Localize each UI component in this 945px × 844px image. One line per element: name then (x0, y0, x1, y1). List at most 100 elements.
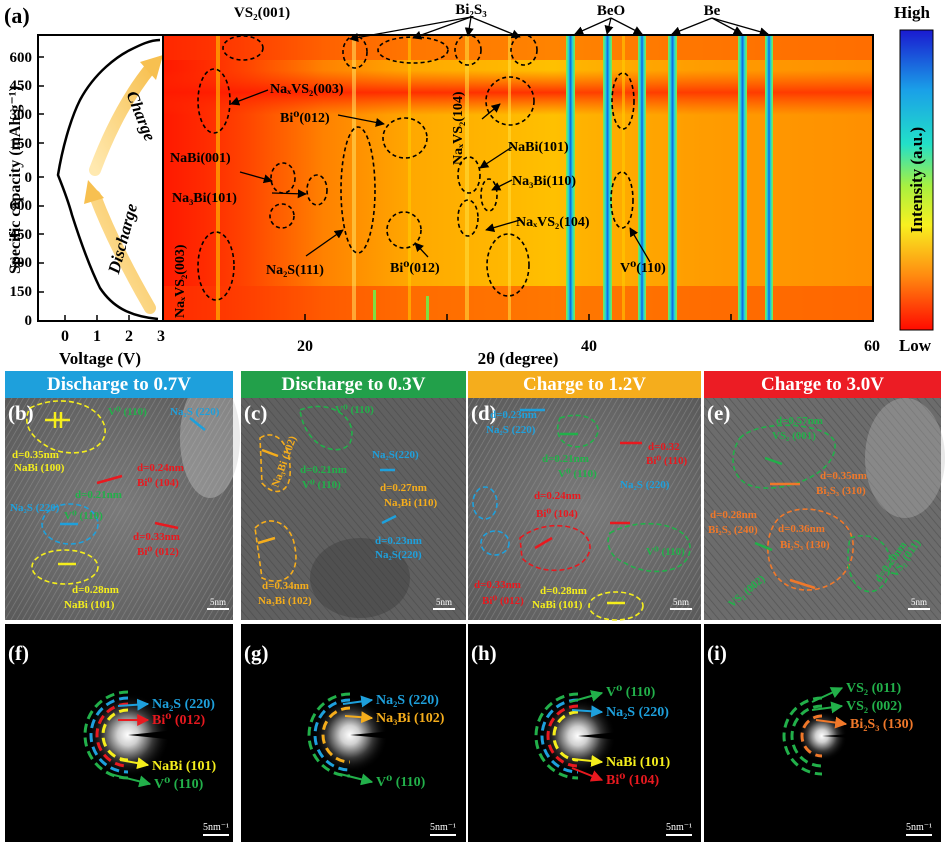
lattice-markers (45, 408, 816, 605)
tem-e-text: d=0.35nm (820, 470, 867, 482)
voltage-tick: 1 (93, 328, 101, 345)
saed-i-ring-label: Bi₂S₃ (130) (850, 717, 914, 732)
xrd-heatmap (163, 16, 873, 321)
y-tick: 450 (10, 227, 33, 243)
tem-b-outlines (26, 400, 106, 585)
banner-discharge-0-3v: Discharge to 0.3V (241, 371, 466, 398)
tem-b-text: Bi⁰ (012) (137, 546, 179, 558)
heatmap-annotations: NaₓVS₂(003) Bi⁰(012) NaₓVS₂(104) NaBi(00… (170, 82, 666, 318)
tem-e-outlines (732, 424, 891, 593)
saed-label-i: (i) (707, 641, 727, 665)
tem-label-d: (d) (471, 401, 497, 425)
tem-panels: (b) (c) (d) (e) d=0.35nm NaBi (100) Na₂S… (5, 398, 945, 621)
scale-c: 5nm (436, 597, 452, 607)
tem-e-text: d=0.28nm (710, 509, 757, 521)
saed-scale-bars: 5nm⁻¹ 5nm⁻¹ 5nm⁻¹ 5nm⁻¹ (203, 822, 932, 836)
discharge-arrow (89, 190, 156, 314)
label-bi2s3: Bi₂S₃ (455, 2, 487, 18)
tem-d-text: d=0.23nm (490, 409, 537, 421)
tem-b-annotations: d=0.35nm NaBi (100) Na₂S (220) d=0.21nm … (10, 406, 220, 611)
saed-h-rings (534, 692, 579, 780)
saed-h-ring-label: Bi⁰ (104) (606, 773, 660, 788)
heatmap-right-shade (570, 35, 873, 321)
tem-d-text: d=0.21nm (542, 453, 589, 465)
banner-label: Discharge to 0.7V (46, 374, 192, 395)
saed-h-ring-label: Na₂S (220) (606, 705, 669, 720)
banner-discharge-0-7v: Discharge to 0.7V (5, 371, 233, 398)
label-beo: BeO (597, 3, 625, 19)
tem-c-outlines (254, 405, 353, 582)
heatmap-streaks (216, 35, 625, 321)
scale-h: 5nm⁻¹ (666, 822, 692, 833)
two-theta-ticks: 20 40 60 (297, 338, 880, 355)
scale-b: 5nm (210, 597, 226, 607)
tem-d-text: d=0.28nm (540, 585, 587, 597)
voltage-tick: 3 (157, 328, 165, 345)
colorbar (899, 29, 934, 331)
heatmap-frame (162, 34, 874, 322)
y-ticks: 600 450 300 150 0 600 450 300 150 0 (10, 50, 33, 329)
saed-panels: (f) (g) (h) (i) Na₂S (220) Bi⁰ (012) NaB… (5, 624, 941, 842)
y-tick: 450 (10, 78, 33, 94)
annotation-arrows (230, 16, 769, 263)
saed-f-rings (83, 690, 129, 780)
label-vs2-001: VS₂(001) (234, 5, 290, 21)
tem-b-text: V⁰ (110) (108, 406, 147, 418)
tem-d-text: d=0.32 (648, 441, 680, 453)
saed-h-ring-label: NaBi (101) (606, 755, 671, 770)
saed-i-rings (782, 696, 823, 776)
saed-arrows (109, 687, 848, 788)
voltage-curve (56, 38, 161, 321)
two-theta-tick: 40 (581, 338, 597, 355)
saed-ring-labels: Na₂S (220) Bi⁰ (012) NaBi (101) V⁰ (110)… (152, 681, 914, 792)
y-tick: 0 (25, 313, 33, 329)
two-theta-tick: 60 (864, 338, 880, 355)
heatmap-blue-lines (566, 35, 773, 321)
tem-b-text: d=0.35nm (12, 449, 59, 461)
panel-a-label: (a) (4, 3, 30, 28)
left-axis-ticks (38, 56, 130, 321)
charge-arrowhead (140, 55, 163, 80)
tem-d-text: d=0.33nm (474, 579, 521, 591)
saed-g-rings (307, 692, 351, 778)
anno-naxvs2-003: NaₓVS₂(003) (270, 82, 344, 97)
tem-b-text: V⁰ (110) (64, 510, 103, 522)
saed-label-g: (g) (244, 641, 269, 665)
colorbar-low: Low (899, 336, 932, 355)
charge-arrow (89, 60, 158, 176)
tem-e-text: VS₂ (001) (772, 430, 816, 442)
tem-scale-bars: 5nm 5nm 5nm 5nm (207, 597, 930, 610)
banner-charge-3-0v: Charge to 3.0V (704, 371, 941, 398)
anno-na3bi-101: Na₃Bi(101) (172, 191, 237, 206)
tem-c-text: Na₃Bi (102) (258, 595, 312, 607)
banner-label: Discharge to 0.3V (281, 374, 426, 395)
heatmap-x-ticks (304, 314, 732, 321)
tem-d-annotations: d=0.23nm Na₂S (220) d=0.21nm V⁰ (110) d=… (474, 409, 688, 611)
banner-charge-1-2v: Charge to 1.2V (468, 371, 701, 398)
heatmap-red-band (163, 70, 873, 115)
tem-e-text: Bi₂S₃ (310) (816, 485, 866, 497)
y-tick: 0 (25, 170, 33, 186)
saed-i-ring-label: VS₂ (002) (846, 699, 902, 714)
scale-f: 5nm⁻¹ (203, 822, 229, 833)
scale-e: 5nm (911, 597, 927, 607)
saed-h-ring-label: V⁰ (110) (606, 685, 656, 700)
tem-e-text: d=0.36nm (778, 523, 825, 535)
y-tick: 600 (10, 198, 33, 214)
anno-bi0-012-bottom: Bi⁰(012) (390, 261, 440, 276)
y-tick: 150 (10, 136, 33, 152)
tem-b-text: d=0.33nm (133, 531, 180, 543)
tem-d-outlines (472, 414, 691, 621)
tem-d-text: Bi⁰ (110) (646, 455, 688, 467)
anno-naxvs2-003-bottom: NaₓVS₂(003) (173, 244, 188, 318)
tem-b-text: Na₂S (220) (10, 502, 60, 514)
voltage-ticks: 0 1 2 3 (61, 328, 165, 345)
tem-b-text: Bi⁰ (104) (137, 477, 179, 489)
heatmap-top-shade (163, 35, 873, 60)
tem-d-text: Bi⁰ (012) (482, 595, 524, 607)
tem-b-text: d=0.28nm (72, 584, 119, 596)
heatmap-green-spikes (373, 290, 429, 321)
anno-nabi-101: NaBi(101) (508, 140, 569, 155)
colorbar-label: Intensity (a.u.) (907, 127, 926, 233)
y-tick: 300 (10, 107, 33, 123)
